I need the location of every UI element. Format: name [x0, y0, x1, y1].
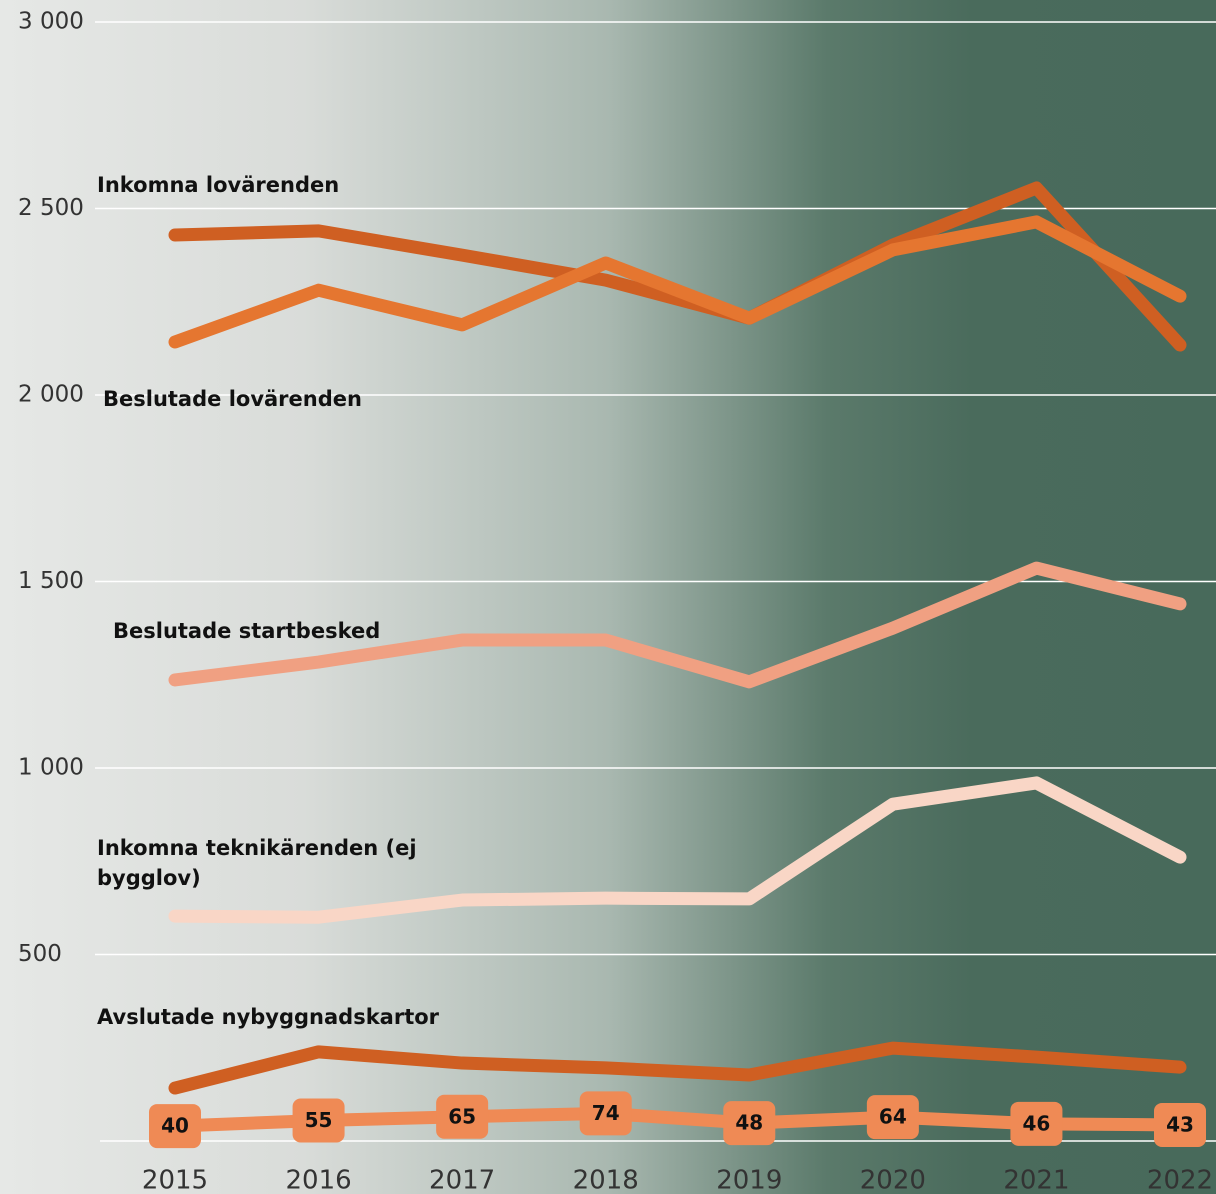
- value-label: 64: [879, 1105, 907, 1129]
- series-label: Inkomna lovärenden: [97, 170, 487, 200]
- series-label: Beslutade startbesked: [113, 616, 503, 646]
- x-tick-label: 2017: [429, 1166, 495, 1194]
- x-tick-label: 2018: [573, 1166, 639, 1194]
- series-line: [175, 222, 1180, 342]
- y-tick-label: 2 000: [18, 382, 84, 408]
- y-tick-label: 3 000: [18, 9, 84, 35]
- value-label: 43: [1166, 1112, 1194, 1136]
- y-tick-label: 500: [18, 941, 62, 967]
- series-label: Beslutade lovärenden: [103, 384, 493, 414]
- y-tick-label: 2 500: [18, 195, 84, 221]
- value-label: 65: [448, 1104, 476, 1128]
- value-label: 48: [735, 1111, 763, 1135]
- value-label: 55: [305, 1108, 333, 1132]
- x-tick-label: 2019: [716, 1166, 782, 1194]
- series-label: Avslutade nybyggnadskartor: [97, 1002, 487, 1032]
- x-tick-label: 2022: [1147, 1166, 1213, 1194]
- y-tick-label: 1 500: [18, 568, 84, 594]
- x-tick-label: 2016: [285, 1166, 351, 1194]
- series-line: [175, 1048, 1180, 1088]
- y-tick-label: 1 000: [18, 755, 84, 781]
- x-tick-label: 2020: [860, 1166, 926, 1194]
- series-line: [175, 188, 1180, 345]
- value-label: 40: [161, 1114, 189, 1138]
- series-label: Inkomna teknikärenden (ej bygglov): [97, 833, 487, 893]
- chart: 500 1 000 1 500 2 000 2 500 3 000 2015 2016 2017…: [0, 0, 1216, 1194]
- value-label: 46: [1023, 1111, 1051, 1135]
- value-label: 74: [592, 1101, 620, 1125]
- x-tick-label: 2021: [1003, 1166, 1069, 1194]
- x-tick-label: 2015: [142, 1166, 208, 1194]
